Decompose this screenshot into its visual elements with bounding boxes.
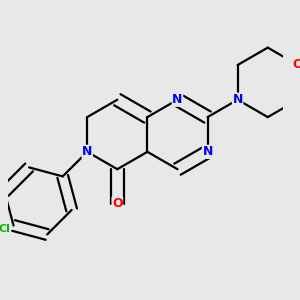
Text: O: O (112, 197, 123, 210)
Text: N: N (202, 145, 213, 158)
Text: N: N (172, 93, 183, 106)
Text: N: N (82, 145, 92, 158)
Text: N: N (232, 93, 243, 106)
Text: O: O (292, 58, 300, 71)
Text: Cl: Cl (0, 224, 11, 234)
